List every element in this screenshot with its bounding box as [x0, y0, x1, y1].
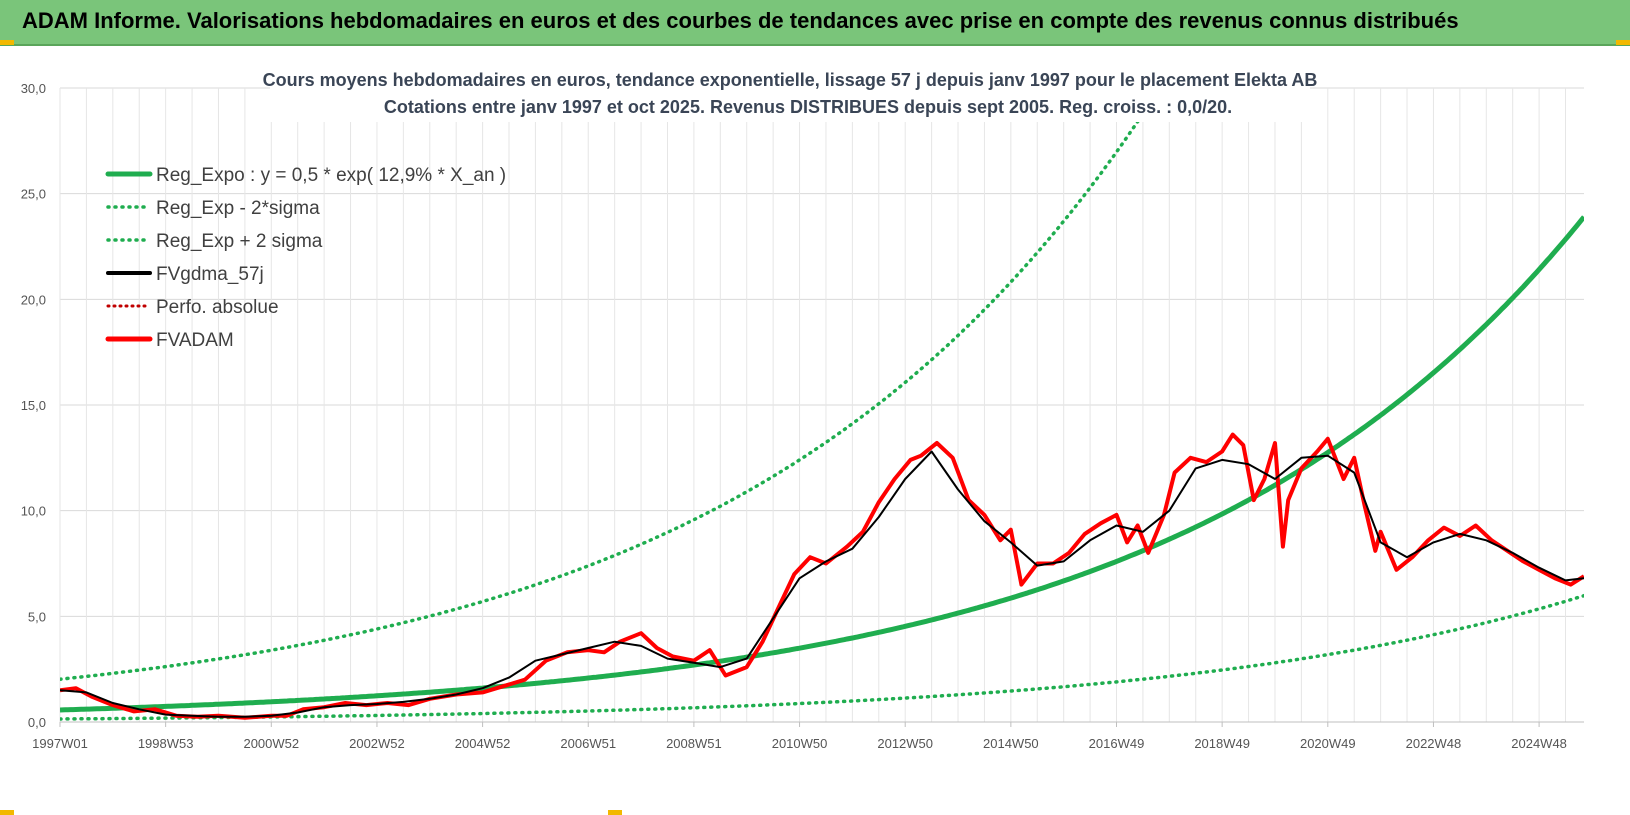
fvgdma-57j-line — [60, 450, 1584, 718]
y-tick-label: 30,0 — [21, 81, 46, 96]
x-tick-label: 2012W50 — [877, 736, 933, 751]
x-tick-label: 1997W01 — [32, 736, 88, 751]
legend-label: Reg_Exp + 2 sigma — [156, 231, 323, 252]
x-tick-label: 2018W49 — [1194, 736, 1250, 751]
x-tick-label: 2004W52 — [455, 736, 511, 751]
y-tick-label: 5,0 — [28, 609, 46, 624]
chart: 0,0 5,0 10,0 15,0 20,0 25,0 30,0 1997W01 1998W53… — [21, 66, 1584, 751]
series-layer — [60, 88, 1584, 721]
x-tick-label: 2008W51 — [666, 736, 722, 751]
reg-exp-plus-2sigma-line — [60, 88, 1162, 681]
reg-expo-line — [60, 215, 1584, 713]
x-tick-label: 2006W51 — [560, 736, 616, 751]
legend: Reg_Expo : y = 0,5 * exp( 12,9% * X_an )… — [105, 165, 506, 351]
x-tick-label: 2022W48 — [1406, 736, 1462, 751]
title-backdrop — [270, 66, 1310, 122]
grid — [59, 87, 1584, 723]
banner-title: ADAM Informe. Valorisations hebdomadaire… — [22, 8, 1459, 33]
corner-mark-bottom-mid — [608, 810, 622, 815]
legend-label: Reg_Expo : y = 0,5 * exp( 12,9% * X_an ) — [156, 165, 506, 186]
chart-title-line-1: Cours moyens hebdomadaires en euros, ten… — [263, 70, 1318, 90]
x-tick-label: 2000W52 — [243, 736, 299, 751]
y-tick-label: 0,0 — [28, 715, 46, 730]
banner: ADAM Informe. Valorisations hebdomadaire… — [0, 0, 1630, 46]
legend-label: FVADAM — [156, 330, 234, 351]
y-tick-label: 15,0 — [21, 398, 46, 413]
reg-exp-minus-2sigma-line — [60, 593, 1584, 721]
chart-titles: Cours moyens hebdomadaires en euros, ten… — [263, 66, 1318, 122]
corner-mark-bottom-left — [0, 810, 14, 815]
x-tick-label: 1998W53 — [138, 736, 194, 751]
y-tick-label: 20,0 — [21, 292, 46, 307]
legend-label: Reg_Exp - 2*sigma — [156, 198, 320, 219]
legend-label: Perfo. absolue — [156, 297, 279, 318]
x-tick-label: 2024W48 — [1511, 736, 1567, 751]
x-tick-label: 2010W50 — [772, 736, 828, 751]
legend-label: FVgdma_57j — [156, 264, 264, 285]
y-tick-label: 10,0 — [21, 504, 46, 519]
corner-mark-left — [0, 40, 14, 45]
x-tick-label: 2002W52 — [349, 736, 405, 751]
x-tick-label: 2014W50 — [983, 736, 1039, 751]
axes: 0,0 5,0 10,0 15,0 20,0 25,0 30,0 1997W01 1998W53… — [21, 81, 1584, 751]
y-tick-label: 25,0 — [21, 187, 46, 202]
x-tick-label: 2016W49 — [1089, 736, 1145, 751]
corner-mark-right — [1616, 40, 1630, 45]
x-tick-label: 2020W49 — [1300, 736, 1356, 751]
chart-title-line-2: Cotations entre janv 1997 et oct 2025. R… — [384, 97, 1232, 117]
